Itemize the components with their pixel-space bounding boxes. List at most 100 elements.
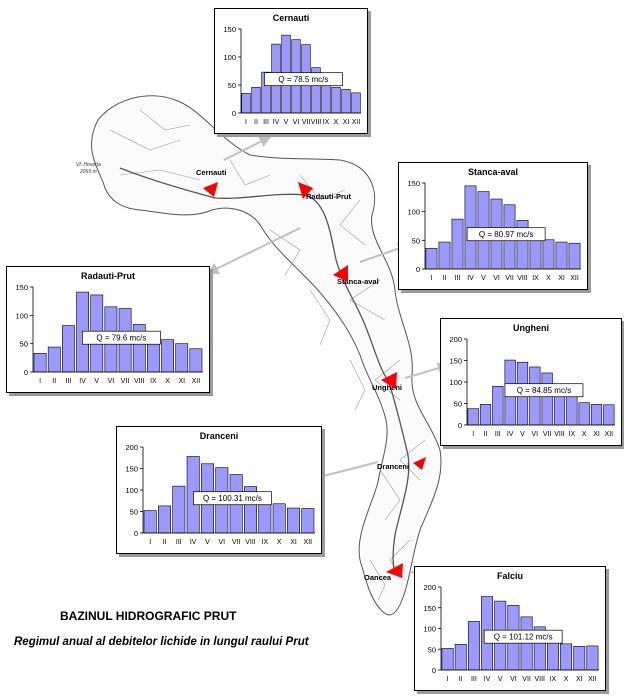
- x-tick-label: III: [263, 119, 269, 126]
- bar-XI: [287, 507, 300, 534]
- x-tick-label: XII: [192, 378, 201, 385]
- x-tick-label: III: [495, 431, 501, 438]
- y-tick-label: 50: [428, 645, 436, 654]
- x-tick-label: V: [205, 539, 210, 546]
- chart-title: Stanca-aval: [467, 167, 519, 177]
- x-tick-label: III: [455, 275, 461, 282]
- bar-I: [241, 93, 251, 114]
- x-tick-label: X: [564, 676, 569, 683]
- bar-I: [143, 510, 157, 534]
- x-tick-label: X: [334, 119, 339, 126]
- chart-panel-ungheni: Ungheni 0 50 100 150 200 I II III IV V VI VII VIII IX…: [440, 318, 622, 446]
- bar-II: [438, 241, 451, 270]
- bar-X: [161, 339, 174, 373]
- station-label-cernauti: Cernauti: [196, 168, 227, 177]
- discharge-annotation: Q = 79.6 mc/s: [96, 334, 146, 343]
- x-tick-label: X: [546, 275, 551, 282]
- y-tick-label: 0: [458, 421, 462, 430]
- x-tick-label: II: [443, 275, 447, 282]
- x-tick-label: VIII: [517, 275, 528, 282]
- y-tick-label: 200: [449, 335, 462, 344]
- x-tick-label: I: [447, 676, 449, 683]
- x-tick-label: XI: [558, 275, 565, 282]
- x-tick-label: XII: [605, 431, 614, 438]
- discharge-box: [483, 629, 563, 644]
- x-tick-label: XII: [304, 539, 313, 546]
- x-tick-label: IV: [507, 431, 514, 438]
- discharge-annotation: Q = 80.97 mc/s: [479, 230, 533, 239]
- bar-XI: [573, 646, 586, 671]
- x-tick-label: X: [165, 378, 170, 385]
- x-tick-label: IX: [323, 119, 330, 126]
- bar-II: [454, 643, 467, 671]
- bar-X: [542, 239, 555, 270]
- x-tick-label: II: [459, 676, 463, 683]
- chart-panel-cernauti: Cernauti 0 50 100 150 I II III IV V VI VII VIII IX X X…: [214, 8, 368, 134]
- station-label-radauti-prut: Radauti-Prut: [306, 192, 351, 201]
- x-tick-label: V: [94, 378, 99, 385]
- y-tick-label: 100: [449, 378, 462, 387]
- bar-X: [331, 86, 341, 114]
- arrow-ungheni: [404, 362, 450, 379]
- chart-title: Radauti-Prut: [81, 271, 135, 281]
- x-tick-label: II: [484, 431, 488, 438]
- x-tick-label: VI: [108, 378, 115, 385]
- bar-III: [62, 325, 75, 373]
- y-tick-label: 50: [228, 81, 236, 90]
- basin-title: BAZINUL HIDROGRAFIC PRUT: [60, 609, 237, 623]
- y-tick-label: 100: [15, 311, 28, 320]
- discharge-box: [193, 491, 272, 506]
- x-tick-label: IX: [569, 431, 576, 438]
- y-tick-label: 0: [416, 265, 420, 274]
- chart-title: Ungheni: [513, 323, 549, 333]
- basin-subtitle: Regimul anual al debitelor lichide in lu…: [14, 636, 309, 648]
- bar-XI: [341, 89, 351, 114]
- station-label-oancea: Oancea: [364, 573, 392, 582]
- chart-title: Cernauti: [272, 13, 310, 23]
- marker-dranceni: [413, 457, 426, 470]
- marker-stanca-aval: [333, 265, 348, 282]
- y-tick-label: 50: [130, 508, 138, 517]
- y-tick-label: 200: [125, 443, 138, 452]
- bar-XII: [301, 508, 315, 534]
- y-tick-label: 100: [407, 208, 420, 217]
- y-tick-label: 150: [449, 357, 462, 366]
- x-tick-label: VIII: [554, 431, 565, 438]
- marker-cernauti: [203, 182, 218, 197]
- x-tick-label: IX: [262, 539, 269, 546]
- discharge-box: [466, 227, 546, 242]
- x-tick-label: I: [149, 539, 151, 546]
- discharge-annotation: Q = 100.31 mc/s: [203, 494, 262, 503]
- marker-ungheni: [381, 372, 397, 389]
- bar-IX: [566, 395, 578, 426]
- x-tick-label: XII: [588, 676, 597, 683]
- y-tick-label: 150: [407, 179, 420, 188]
- y-tick-label: 0: [24, 368, 28, 377]
- chart-panel-falciu: Falciu 0 50 100 150 200 I II III IV V VI VII VIII IX X…: [414, 566, 606, 691]
- station-label-dranceni: Dranceni: [377, 462, 410, 471]
- bar-II: [479, 404, 492, 426]
- marker-oancea: [386, 563, 403, 578]
- x-tick-label: XII: [352, 119, 361, 126]
- bar-XII: [351, 92, 361, 114]
- x-tick-label: I: [431, 275, 433, 282]
- prut-river: [119, 167, 410, 573]
- x-tick-label: IV: [484, 676, 491, 683]
- y-tick-label: 0: [432, 666, 436, 675]
- bar-I: [425, 248, 438, 270]
- y-tick-label: 50: [412, 236, 420, 245]
- x-tick-label: IX: [150, 378, 157, 385]
- bar-X: [560, 643, 573, 671]
- y-tick-label: 100: [423, 625, 436, 634]
- x-tick-label: VII: [543, 431, 552, 438]
- arrow-radauti-prut: [206, 227, 301, 274]
- y-tick-label: 150: [15, 283, 28, 292]
- bar-I: [33, 353, 47, 373]
- chart-title: Dranceni: [199, 431, 239, 441]
- x-tick-label: VIII: [311, 119, 322, 126]
- x-tick-label: V: [481, 275, 486, 282]
